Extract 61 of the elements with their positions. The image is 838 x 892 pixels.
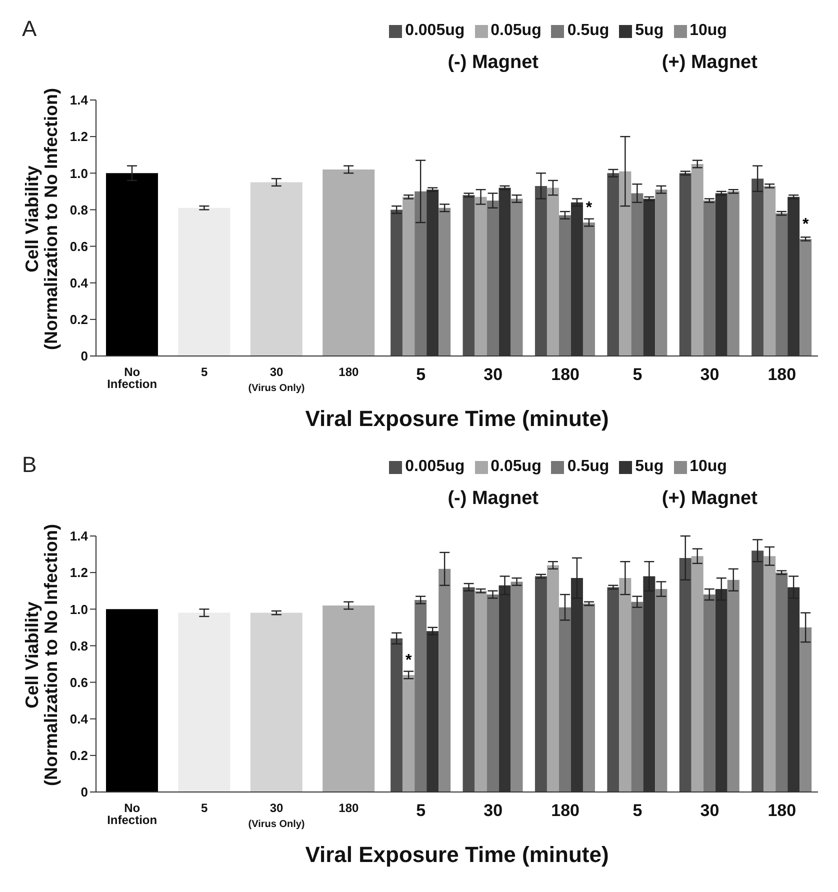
chart-title: A	[22, 16, 37, 42]
x-tick-label: 180	[768, 801, 796, 820]
legend-label: 0.05ug	[490, 22, 542, 40]
y-tick-label: 1.4	[70, 528, 89, 544]
legend-label: 10ug	[688, 22, 727, 40]
x-tick-label: 5	[416, 365, 426, 384]
x-tick-label: 30	[270, 801, 284, 815]
x-tick-label: 5	[416, 801, 426, 820]
x-tick-label: 180	[338, 801, 360, 815]
y-tick-label: 0.6	[70, 238, 88, 254]
text: (Virus Only)	[247, 383, 306, 394]
x-tick-label: 30	[484, 365, 503, 384]
legend-label: 0.005ug	[404, 458, 465, 476]
x-tick-label: 30	[700, 365, 720, 384]
y-tick-label: 1.0	[70, 602, 88, 617]
legend-label: 0.05ug	[490, 458, 542, 476]
y-tick-label: 0.8	[70, 638, 88, 654]
x-tick-label: 30	[270, 365, 284, 379]
x-tick-label: No Infection	[107, 365, 158, 391]
y-tick-label: 1.2	[70, 129, 88, 144]
legend-label: 5ug	[634, 22, 664, 40]
text: (-) Magnet	[446, 52, 540, 74]
y-tick-label: 1.2	[70, 565, 88, 580]
x-tick-label: No Infection	[107, 801, 158, 827]
y-tick-label: 1.0	[70, 166, 88, 181]
legend-label: 5ug	[634, 458, 664, 476]
y-tick-label: 0.8	[70, 202, 88, 218]
y-tick-label: 0.4	[70, 711, 89, 726]
text: (+) Magnet	[660, 488, 758, 510]
x-tick-label: 30	[700, 801, 720, 820]
y-tick-label: 0	[80, 348, 88, 364]
data-label: *	[802, 216, 810, 233]
y-axis-title: Cell Viability (Normalization to No Infection)	[22, 524, 61, 786]
x-axis-title: Viral Exposure Time (minute)	[305, 406, 609, 431]
x-axis-title: Viral Exposure Time (minute)	[305, 842, 609, 867]
y-tick-label: 0	[80, 784, 88, 800]
x-tick-label: 5	[632, 801, 642, 820]
text: (-) Magnet	[446, 488, 540, 510]
y-tick-label: 0.2	[70, 748, 88, 764]
legend-label: 10ug	[688, 458, 727, 476]
data-label: *	[586, 200, 593, 217]
y-tick-label: 0.6	[70, 674, 88, 690]
chart-title: B	[22, 452, 37, 478]
text: (Virus Only)	[247, 819, 306, 830]
data-label: *	[405, 652, 412, 669]
y-tick-label: 0.4	[70, 275, 89, 290]
legend-label: 0.005ug	[404, 22, 465, 40]
x-tick-label: 5	[200, 801, 208, 815]
legend-label: 0.5ug	[566, 22, 610, 40]
x-tick-label: 5	[200, 365, 208, 379]
x-tick-label: 180	[551, 365, 580, 384]
x-tick-label: 30	[484, 801, 503, 820]
x-tick-label: 180	[768, 365, 796, 384]
text: (+) Magnet	[660, 52, 758, 74]
y-tick-label: 0.2	[70, 312, 88, 328]
y-tick-label: 1.4	[70, 92, 89, 108]
y-axis-title: Cell Viability (Normalization to No Infection)	[22, 88, 61, 350]
x-tick-label: 5	[632, 365, 642, 384]
legend-label: 0.5ug	[566, 458, 610, 476]
x-tick-label: 180	[551, 801, 580, 820]
x-tick-label: 180	[338, 365, 360, 379]
